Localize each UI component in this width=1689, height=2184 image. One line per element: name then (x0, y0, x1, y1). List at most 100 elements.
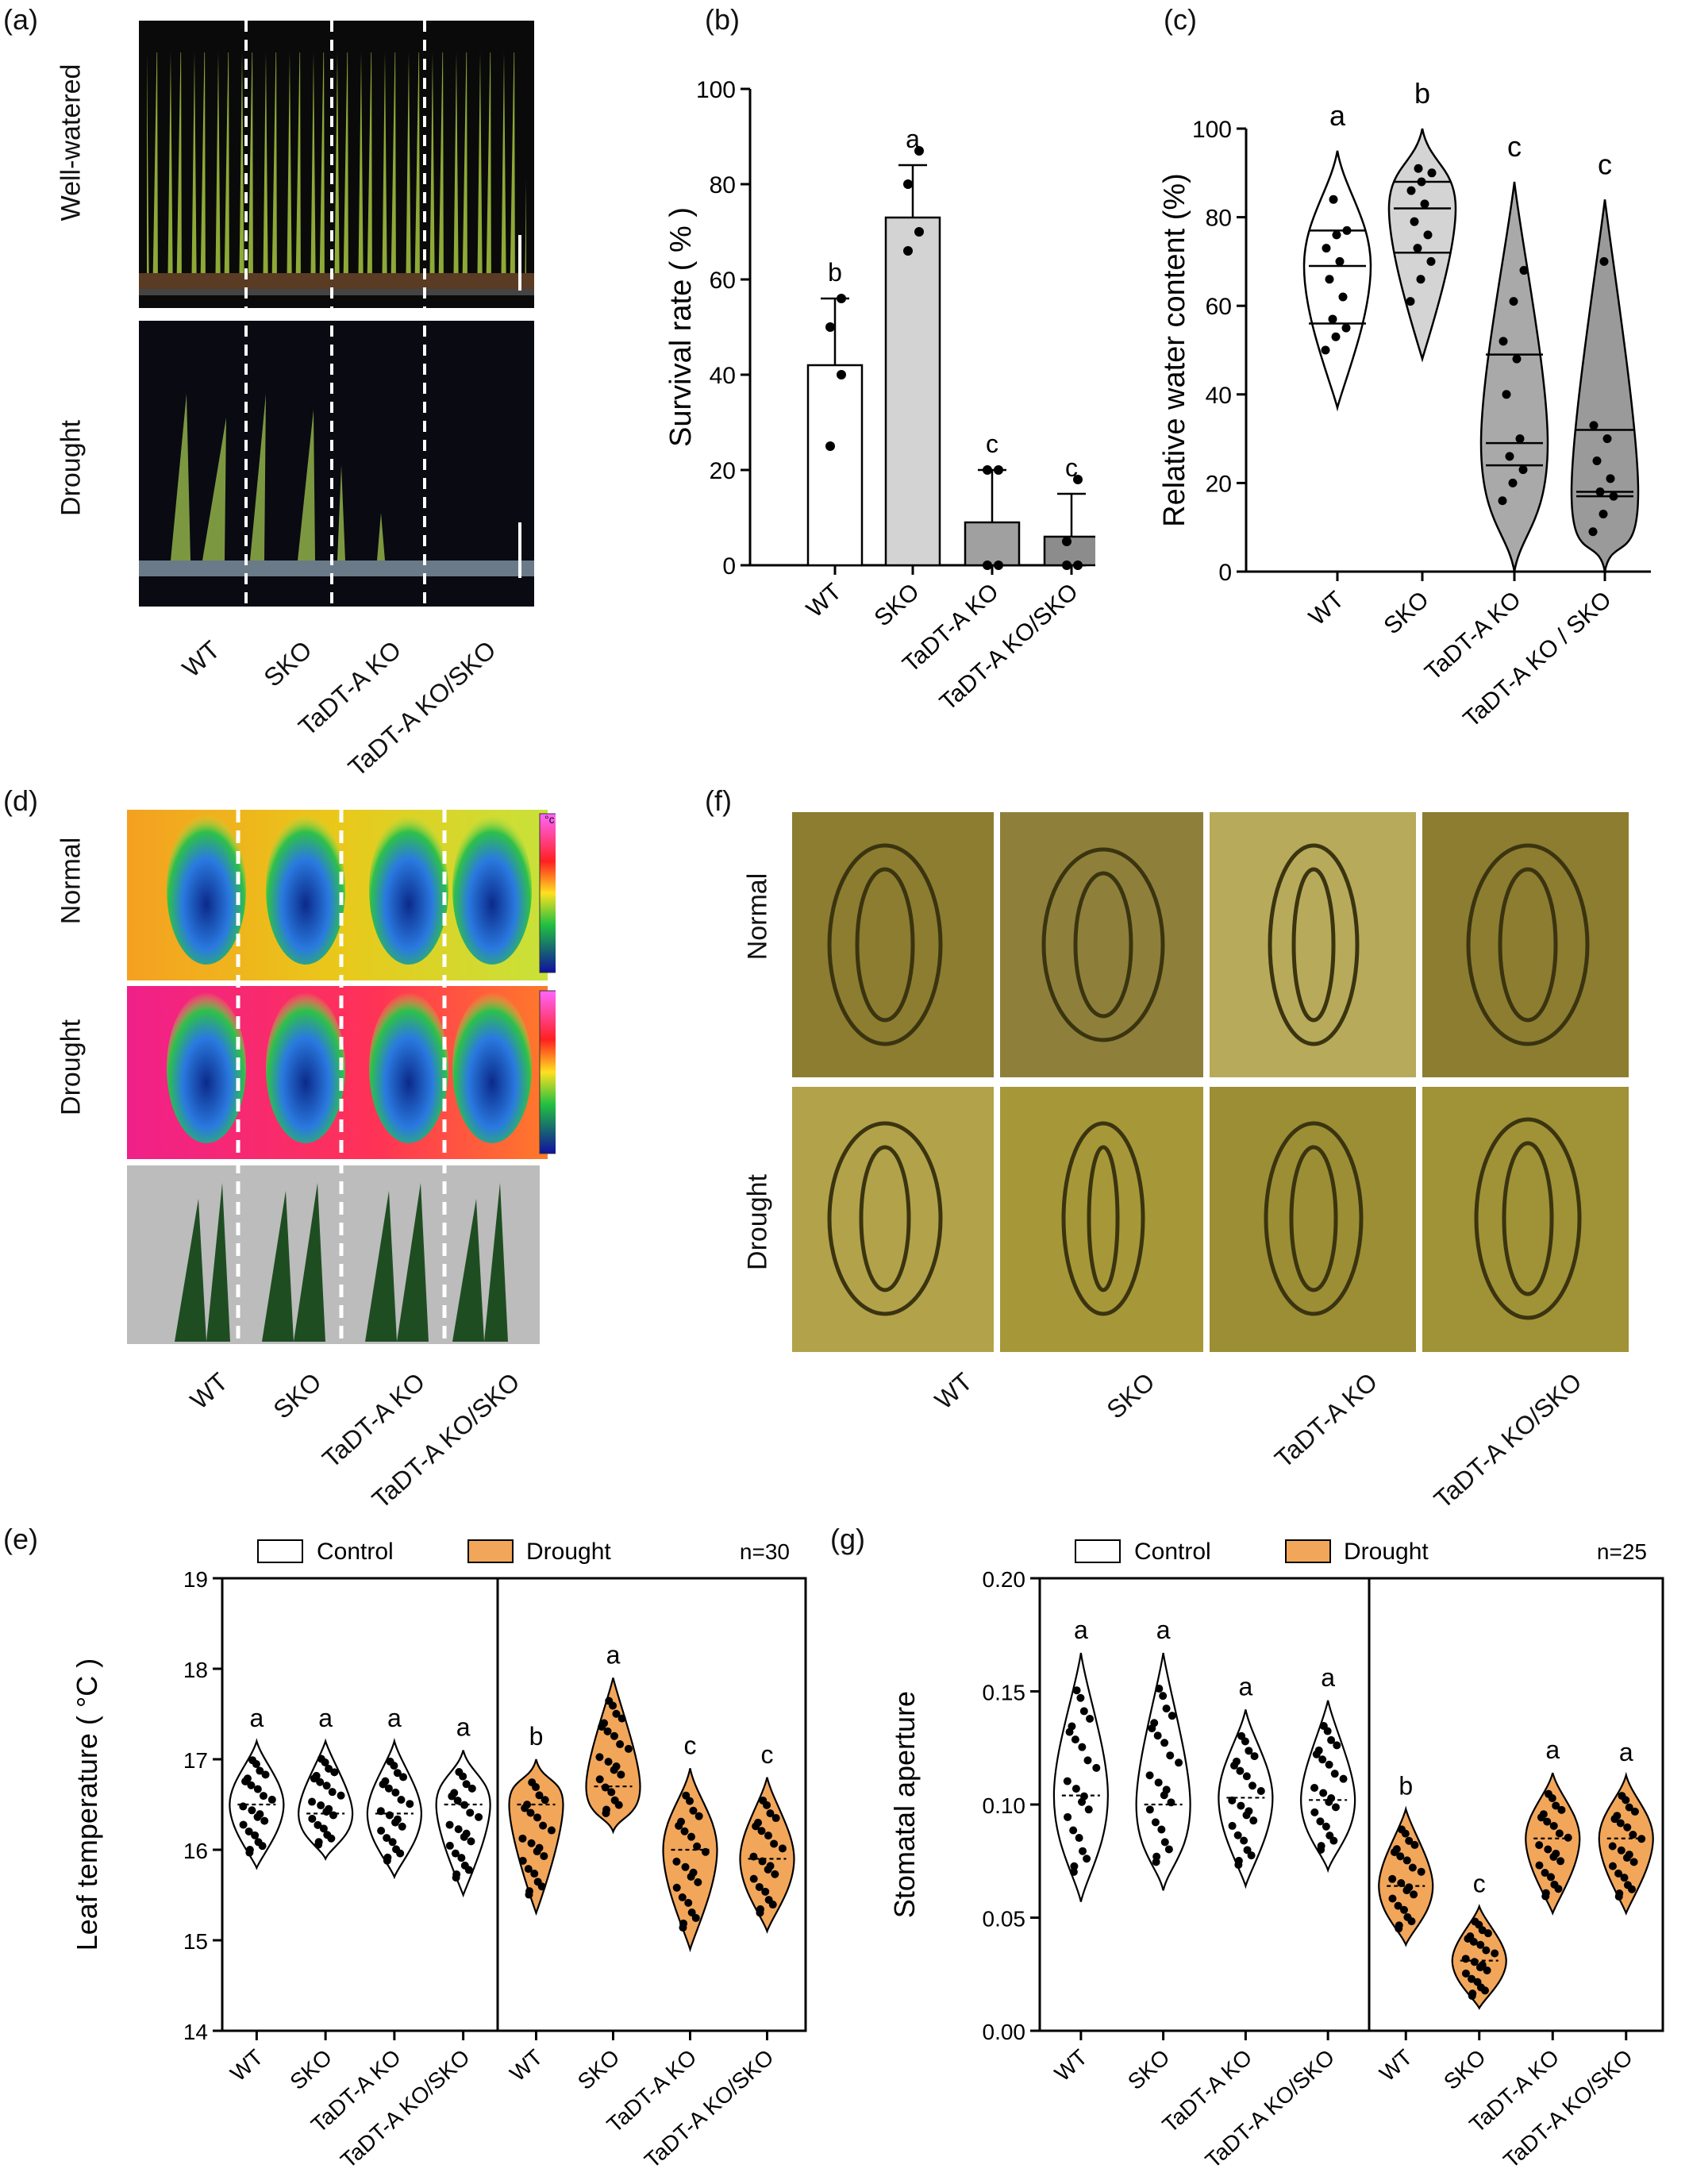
chart-c-point (1588, 527, 1598, 537)
chart-g-ytick-label: 0.15 (983, 1681, 1026, 1705)
chart-b-point (825, 441, 835, 451)
chart-c-point (1518, 465, 1528, 475)
chart-g-point (1468, 1974, 1476, 1983)
chart-g-point (1319, 1789, 1328, 1797)
chart-e-point (595, 1753, 604, 1762)
chart-e-point (686, 1797, 694, 1805)
chart-g-point (1556, 1857, 1565, 1866)
chart-e-point (618, 1714, 626, 1723)
chart-b-point (1062, 560, 1071, 570)
chart-c-xlabel-tadt-a-ko-sko: TaDT-A KO / SKO (1458, 587, 1616, 733)
chart-e-point (398, 1822, 406, 1831)
chart-g-point (1245, 1747, 1253, 1755)
chart-g-point (1388, 1894, 1397, 1903)
chart-e-point (603, 1727, 612, 1735)
chart-g-point (1310, 1784, 1319, 1793)
chart-e-point (523, 1801, 532, 1809)
chart-c-ytick-label: 80 (1206, 206, 1232, 232)
chart-e-point (771, 1870, 779, 1878)
chart-e-point (385, 1811, 394, 1820)
chart-e-point (527, 1839, 536, 1847)
chart-g-point (1162, 1704, 1171, 1713)
chart-b-bar-wt (806, 364, 864, 567)
chart-b-point (1073, 560, 1083, 570)
chart-c-ylabel: Relative water content (%) (1159, 173, 1191, 527)
chart-b-bar-sko (884, 216, 941, 567)
chart-g-legend-control-label: Control (1134, 1539, 1211, 1565)
chart-e-point (758, 1857, 767, 1866)
chart-e-point (322, 1781, 331, 1790)
chart-e-point (693, 1842, 702, 1851)
chart-g-point (1625, 1803, 1633, 1812)
panel-d-thermal (127, 810, 556, 1350)
chart-e-point (384, 1784, 393, 1793)
chart-g-point (1086, 1714, 1095, 1723)
chart-e-ytick-label: 15 (183, 1929, 208, 1954)
chart-g-point (1617, 1846, 1626, 1855)
chart-c-point (1426, 256, 1436, 266)
chart-g-point (1234, 1856, 1243, 1865)
chart-c-point (1515, 434, 1525, 444)
chart-g-point (1608, 1842, 1617, 1851)
chart-e-point (689, 1868, 698, 1877)
d-group-wt: WT (185, 1367, 234, 1416)
row-label-drought-f: Drought (742, 1174, 773, 1270)
panel-g-label: (g) (830, 1523, 865, 1555)
chart-e-point (406, 1800, 414, 1808)
panel-a-photos (139, 21, 534, 608)
chart-g-point (1608, 1862, 1617, 1870)
chart-c-point (1512, 354, 1522, 364)
chart-c-ytick-label: 60 (1206, 294, 1232, 320)
chart-g-point (1160, 1739, 1169, 1747)
chart-e-point (755, 1882, 764, 1891)
row-label-drought-a: Drought (56, 420, 87, 516)
chart-g-frame (1038, 1577, 1664, 2032)
chart-e-point (624, 1744, 633, 1753)
chart-g-point (1245, 1807, 1253, 1816)
chart-g-point (1615, 1889, 1624, 1897)
chart-g-point (1154, 1778, 1163, 1787)
chart-e-point (749, 1852, 758, 1861)
chart-e-point (253, 1785, 262, 1793)
chart-g-point (1461, 1955, 1470, 1963)
chart-c-point (1341, 323, 1351, 333)
chart-g-point (1310, 1808, 1319, 1816)
chart-c-point (1589, 421, 1599, 430)
chart-e-letter: a (318, 1704, 333, 1732)
chart-g-letter: a (1619, 1738, 1633, 1766)
chart-g-legend-drought-swatch (1285, 1539, 1331, 1563)
chart-g-point (1323, 1727, 1332, 1735)
chart-c-violin-wt (1302, 150, 1372, 412)
chart-e-point (247, 1781, 256, 1789)
chart-c-point (1602, 434, 1612, 444)
chart-e-point (757, 1827, 766, 1835)
chart-e-point (399, 1773, 408, 1781)
chart-g-point (1071, 1785, 1080, 1793)
scale-unit-normal: °c (544, 813, 555, 826)
chart-e-point (680, 1827, 689, 1835)
chart-b-point (837, 370, 846, 379)
chart-g-xlabel-wt: WT (1375, 2044, 1417, 2086)
chart-b-point (914, 146, 924, 156)
chart-g-point (1480, 1986, 1489, 1995)
chart-e-point (314, 1838, 323, 1847)
chart-g-point (1236, 1766, 1245, 1775)
chart-c-point (1498, 496, 1507, 506)
chart-e-ytick-label: 14 (183, 2020, 208, 2044)
row-label-well-watered: Well-watered (56, 64, 87, 221)
chart-g-letter: a (1074, 1616, 1088, 1644)
chart-g-point (1063, 1777, 1071, 1785)
chart-e-letter: a (456, 1713, 471, 1742)
chart-c-point (1505, 452, 1514, 461)
chart-g-point (1339, 1774, 1348, 1783)
scale-bar (518, 235, 521, 291)
chart-e-point (462, 1780, 471, 1789)
chart-e-point (381, 1777, 390, 1785)
chart-e-point (600, 1719, 609, 1728)
chart-e-point (778, 1844, 787, 1853)
chart-e-point (260, 1816, 269, 1825)
chart-e-point (308, 1814, 317, 1823)
chart-g-violin-wt-control (1052, 1652, 1109, 1902)
chart-g-point (1314, 1746, 1323, 1755)
chart-g-xlabel-wt: WT (1050, 2044, 1092, 2086)
